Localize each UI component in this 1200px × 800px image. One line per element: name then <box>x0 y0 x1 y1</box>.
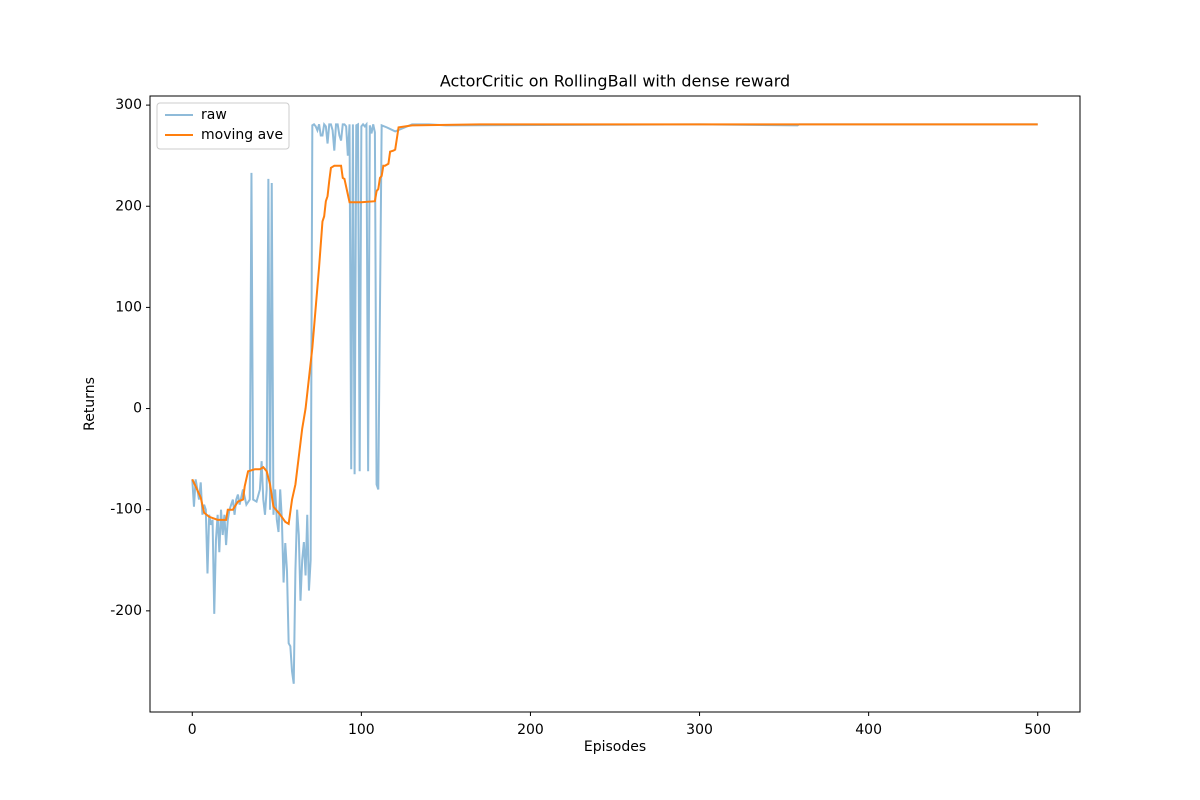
y-tick-label: 300 <box>115 97 142 113</box>
x-tick-label: 300 <box>686 722 713 738</box>
chart-title: ActorCritic on RollingBall with dense re… <box>440 72 790 91</box>
series-line <box>191 121 1038 684</box>
legend-label: moving ave <box>201 127 283 143</box>
y-tick-label: -200 <box>110 603 142 619</box>
legend-label: raw <box>201 107 227 123</box>
y-tick-label: 0 <box>133 401 142 417</box>
y-tick-label: 100 <box>115 299 142 315</box>
y-axis-label: Returns <box>82 377 98 431</box>
y-tick-label: -100 <box>110 502 142 518</box>
x-axis-label: Episodes <box>584 739 646 755</box>
y-tick-label: 200 <box>115 198 142 214</box>
plot-frame <box>149 95 1081 713</box>
x-tick-label: 400 <box>855 722 882 738</box>
x-tick-label: 200 <box>517 722 544 738</box>
x-tick-label: 100 <box>348 722 375 738</box>
series-line <box>191 123 1038 526</box>
x-tick-label: 0 <box>188 722 197 738</box>
x-tick-label: 500 <box>1024 722 1051 738</box>
